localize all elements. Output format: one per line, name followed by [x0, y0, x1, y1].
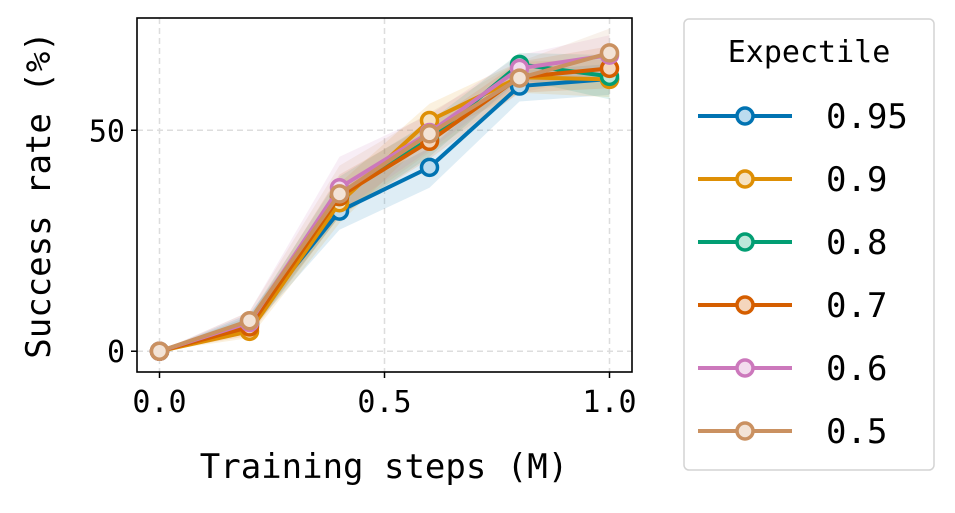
- legend-item-0.8: 0.8: [698, 223, 887, 263]
- data-point-0.5: [239, 310, 260, 331]
- x-axis-label: Training steps (M): [200, 447, 568, 487]
- legend-marker: [735, 421, 755, 441]
- band-0.95: [159, 63, 610, 352]
- series-lines: [149, 43, 620, 361]
- legend: Expectile 0.95 0.9 0.8 0.7 0.6 0.5: [683, 18, 935, 471]
- y-tick-label: 50: [89, 114, 125, 149]
- legend-item-0.5: 0.5: [698, 412, 887, 452]
- legend-marker: [735, 295, 755, 315]
- legend-title: Expectile: [728, 35, 891, 70]
- axis-ticks: 0.0 0.5 1.0 0 50: [89, 114, 637, 420]
- legend-marker: [735, 106, 755, 126]
- data-point-0.5: [149, 341, 170, 361]
- y-tick-label: 0: [107, 335, 125, 370]
- data-point-0.5: [509, 68, 530, 88]
- grid: [137, 18, 632, 372]
- series-line-0.5: [158, 50, 611, 354]
- x-tick-label: 0.0: [132, 385, 186, 420]
- legend-item-0.95: 0.95: [698, 97, 908, 137]
- x-tick-label: 0.5: [357, 385, 411, 420]
- legend-label: 0.7: [826, 286, 887, 326]
- x-tick-label: 1.0: [582, 385, 636, 420]
- y-axis-label: Success rate (%): [19, 31, 59, 359]
- band-0.9: [159, 59, 610, 352]
- legend-label: 0.95: [826, 97, 908, 137]
- legend-marker: [735, 358, 755, 378]
- legend-label: 0.6: [826, 349, 887, 389]
- data-point-0.95: [419, 157, 440, 178]
- legend-item-0.9: 0.9: [698, 160, 887, 200]
- legend-label: 0.8: [826, 223, 887, 263]
- data-point-0.5: [419, 124, 440, 144]
- legend-label: 0.5: [826, 412, 887, 452]
- data-point-0.5: [329, 184, 350, 204]
- legend-label: 0.9: [826, 160, 887, 200]
- legend-item-0.6: 0.6: [698, 349, 887, 389]
- legend-box: [683, 18, 935, 471]
- legend-marker: [735, 169, 755, 189]
- data-point-0.5: [599, 43, 620, 63]
- legend-item-0.7: 0.7: [698, 286, 887, 326]
- legend-marker: [735, 232, 755, 252]
